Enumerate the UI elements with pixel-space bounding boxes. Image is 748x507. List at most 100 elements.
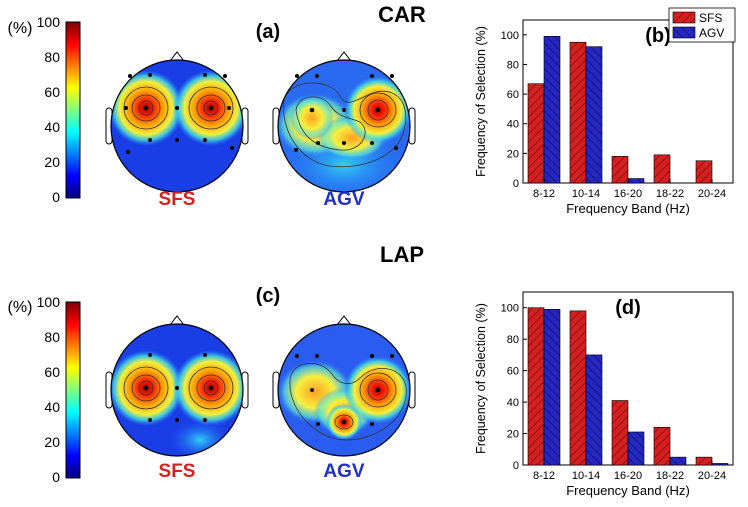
colorbar-tick: 20 [44, 434, 60, 450]
activation-left [290, 96, 334, 140]
x-tick-label: 8-12 [533, 470, 555, 482]
x-tick-label: 16-20 [614, 188, 642, 200]
colorbar-tick: 20 [44, 154, 60, 170]
contour [289, 362, 407, 441]
bar-agv-10-14 [585, 46, 603, 184]
topomap-agv-lap [272, 315, 416, 457]
colorbar-tick: 60 [44, 364, 60, 380]
colorbar-gradient [65, 21, 81, 199]
x-axis-label: Frequency Band (Hz) [566, 483, 690, 498]
legend-swatch-agv [672, 26, 696, 39]
colorbar-tick: 100 [37, 14, 61, 30]
scalp-outline [277, 323, 411, 457]
x-tick-label: 20-24 [698, 188, 726, 200]
panel-label: (b) [645, 25, 671, 47]
panel-label: (d) [615, 297, 641, 319]
y-tick-label: 60 [507, 366, 519, 378]
contour [283, 82, 407, 168]
topomap-label-agv: AGV [323, 189, 365, 210]
y-tick-label: 20 [507, 429, 519, 441]
head-nose [336, 51, 352, 62]
colorbar-tick: 40 [44, 399, 60, 415]
y-tick-label: 80 [507, 59, 519, 71]
colorbar-tick: 60 [44, 84, 60, 100]
bar-agv-16-20 [627, 178, 645, 184]
contour [138, 380, 154, 396]
contour [131, 94, 161, 122]
y-tick-label: 100 [501, 30, 519, 42]
contour [196, 374, 226, 402]
contour [188, 86, 234, 130]
colorbar-tick: 80 [44, 329, 60, 345]
y-axis-label: Frequency of Selection (%) [474, 303, 488, 454]
method-title-lap: LAP [380, 242, 424, 267]
electrodes [143, 353, 214, 422]
x-tick-label: 8-12 [533, 188, 555, 200]
contour [123, 366, 169, 410]
colorbar-tick: 100 [37, 294, 61, 310]
contour [138, 100, 154, 116]
y-tick-label: 0 [513, 178, 519, 190]
legend-label-sfs: SFS [699, 11, 722, 25]
contour [188, 366, 234, 410]
colorbar-tick: 0 [52, 189, 60, 205]
panel-label-c: (c) [256, 285, 280, 307]
contour [295, 96, 366, 151]
section-lap: LAP (c) (%) 100 80 60 40 20 0 [8, 242, 424, 485]
y-tick-label: 40 [507, 119, 519, 131]
x-tick-label: 20-24 [698, 470, 726, 482]
topomap-sfs-car [105, 51, 249, 193]
bar-agv-16-20 [627, 431, 645, 466]
section-car: CAR (a) (%) 100 80 60 40 20 0 [8, 2, 426, 210]
bar-chart-b: 0 20 40 60 80 100 8-12 10-14 16-20 18-22 20-24 Freq… [474, 7, 736, 216]
scalp-outline [110, 59, 244, 193]
method-title-car: CAR [378, 2, 426, 27]
panel-label-a: (a) [256, 21, 280, 43]
bar-sfs-18-22 [653, 426, 671, 466]
bar-agv-18-22 [669, 456, 687, 466]
bar-agv-8-12 [543, 308, 561, 466]
electrodes [124, 73, 234, 154]
bar-sfs-20-24 [695, 160, 713, 184]
bar-agv-8-12 [543, 35, 561, 184]
x-tick-label: 18-22 [656, 470, 684, 482]
colorbar-lap: (%) 100 80 60 40 20 0 [8, 294, 81, 485]
y-tick-label: 20 [507, 148, 519, 160]
colorbar-tick: 40 [44, 119, 60, 135]
contour [203, 380, 219, 396]
y-tick-label: 40 [507, 397, 519, 409]
head-nose [169, 51, 185, 62]
bar-sfs-8-12 [527, 83, 545, 184]
contour [367, 99, 389, 121]
contour [334, 414, 354, 430]
contour [131, 374, 161, 402]
contour [203, 100, 219, 116]
x-tick-label: 10-14 [572, 470, 600, 482]
topomap-label-sfs: SFS [159, 189, 196, 210]
colorbar-car: (%) 100 80 60 40 20 0 [8, 14, 81, 205]
bar-agv-20-24 [711, 463, 729, 466]
y-tick-label: 0 [513, 460, 519, 472]
colorbar-unit: (%) [8, 20, 33, 37]
contour [359, 92, 397, 128]
contour [359, 372, 397, 408]
topomap-label-agv: AGV [323, 461, 365, 482]
cool-region [170, 420, 230, 456]
bar-chart-d: 0 20 40 60 80 100 8-12 10-14 16-20 18-22 20-24 Freq… [474, 291, 734, 498]
bar-sfs-10-14 [569, 310, 587, 466]
bar-sfs-16-20 [611, 400, 629, 466]
electrodes [295, 354, 394, 426]
colorbar-tick: 0 [52, 469, 60, 485]
x-tick-label: 18-22 [656, 188, 684, 200]
y-tick-label: 60 [507, 89, 519, 101]
colorbar-tick: 80 [44, 49, 60, 65]
bar-sfs-16-20 [611, 156, 629, 184]
x-axis-label: Frequency Band (Hz) [566, 201, 690, 216]
legend-swatch-sfs [672, 11, 696, 24]
contour [367, 379, 389, 401]
bar-sfs-8-12 [527, 307, 545, 466]
contour [196, 94, 226, 122]
x-tick-label: 16-20 [614, 470, 642, 482]
